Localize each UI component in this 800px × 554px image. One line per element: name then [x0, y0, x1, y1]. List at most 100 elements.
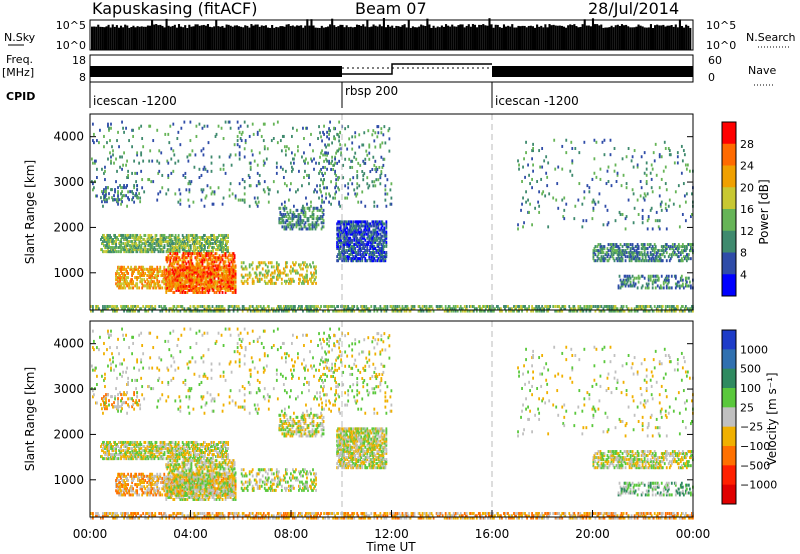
power-cell: [280, 212, 283, 216]
power-cell: [188, 268, 191, 272]
power-cell: [205, 282, 208, 286]
power-cell: [384, 188, 387, 192]
power-cell: [228, 276, 231, 280]
power-cell: [410, 305, 413, 309]
power-cell: [200, 252, 203, 256]
power-cell: [612, 253, 615, 257]
power-cell: [171, 286, 174, 290]
power-cell: [336, 228, 339, 232]
power-cell: [168, 270, 171, 274]
power-cell: [215, 240, 217, 244]
power-cell: [334, 196, 337, 200]
power-cell: [124, 235, 127, 239]
power-cell: [219, 305, 222, 309]
power-cell: [373, 222, 376, 226]
power-cell: [399, 307, 402, 311]
power-cell: [183, 248, 186, 252]
power-cell: [687, 284, 690, 288]
power-cell: [675, 305, 678, 309]
power-cell: [380, 155, 383, 159]
power-cell: [203, 290, 206, 294]
power-cell: [188, 272, 191, 276]
power-cell: [108, 250, 110, 254]
power-cell: [555, 309, 558, 313]
power-cell: [169, 248, 172, 252]
power-cell: [435, 305, 438, 309]
power-cell: [122, 126, 124, 130]
power-cell: [127, 250, 130, 254]
sky-noise-bar: [167, 25, 170, 50]
power-cell: [362, 305, 365, 309]
power-cell: [304, 279, 306, 283]
power-cell: [144, 250, 147, 254]
power-cell: [311, 309, 313, 313]
power-cell: [357, 253, 360, 257]
power-cell: [307, 279, 309, 283]
power-cell: [541, 309, 544, 313]
power-cell: [224, 290, 227, 294]
power-cell: [177, 233, 180, 237]
power-cell: [164, 286, 167, 290]
power-cell: [136, 238, 139, 242]
sky-noise-bar: [221, 25, 224, 50]
power-cell: [375, 234, 378, 238]
power-cell: [189, 309, 192, 313]
power-cell: [127, 240, 130, 244]
power-cell: [201, 272, 204, 276]
power-cell: [215, 268, 218, 272]
power-cell: [181, 256, 184, 260]
power-cell: [222, 307, 225, 311]
sky-noise-bar: [540, 25, 543, 50]
power-cell: [628, 259, 631, 263]
power-cell: [383, 125, 386, 129]
power-cell: [369, 240, 372, 244]
power-cell: [178, 286, 181, 290]
sky-noise-bar: [186, 27, 189, 50]
power-cell: [224, 284, 227, 288]
power-cell: [115, 244, 117, 248]
sky-noise-bar: [565, 27, 568, 50]
power-cell: [336, 305, 339, 309]
power-cell: [673, 307, 676, 311]
power-cell: [192, 309, 195, 313]
power-cell: [202, 250, 205, 254]
power-cell: [215, 264, 218, 268]
sky-noise-bar: [254, 24, 257, 50]
power-cell: [315, 271, 317, 275]
sky-noise-bar: [467, 24, 470, 50]
power-cell: [362, 143, 365, 147]
power-cell: [386, 307, 389, 311]
power-cell: [607, 253, 610, 257]
power-cell: [279, 210, 282, 214]
power-cell: [621, 257, 624, 261]
power-cell: [338, 220, 341, 224]
power-cell: [165, 276, 168, 280]
power-cell: [341, 251, 344, 255]
power-cell: [205, 307, 208, 311]
power-cell: [617, 245, 620, 249]
power-cell: [464, 307, 467, 311]
power-cell: [110, 122, 112, 126]
power-cell: [364, 248, 367, 252]
power-cell: [289, 227, 292, 231]
power-cell: [368, 234, 371, 238]
power-cell: [356, 307, 359, 311]
power-cell: [380, 251, 383, 255]
power-cell: [165, 288, 168, 292]
power-cell: [319, 208, 322, 212]
power-cell: [366, 182, 369, 186]
power-cell: [196, 307, 199, 311]
power-cell: [210, 280, 213, 284]
power-cell: [162, 238, 165, 242]
power-cell: [170, 274, 173, 278]
power-cell: [354, 135, 357, 139]
power-cell: [517, 305, 519, 309]
power-cell: [330, 167, 332, 171]
power-cell: [151, 238, 154, 242]
power-cell: [122, 194, 124, 198]
power-cell: [269, 273, 272, 277]
power-cell: [385, 255, 388, 259]
power-cell: [346, 255, 349, 259]
power-cell: [348, 244, 351, 248]
power-cell: [371, 240, 374, 244]
